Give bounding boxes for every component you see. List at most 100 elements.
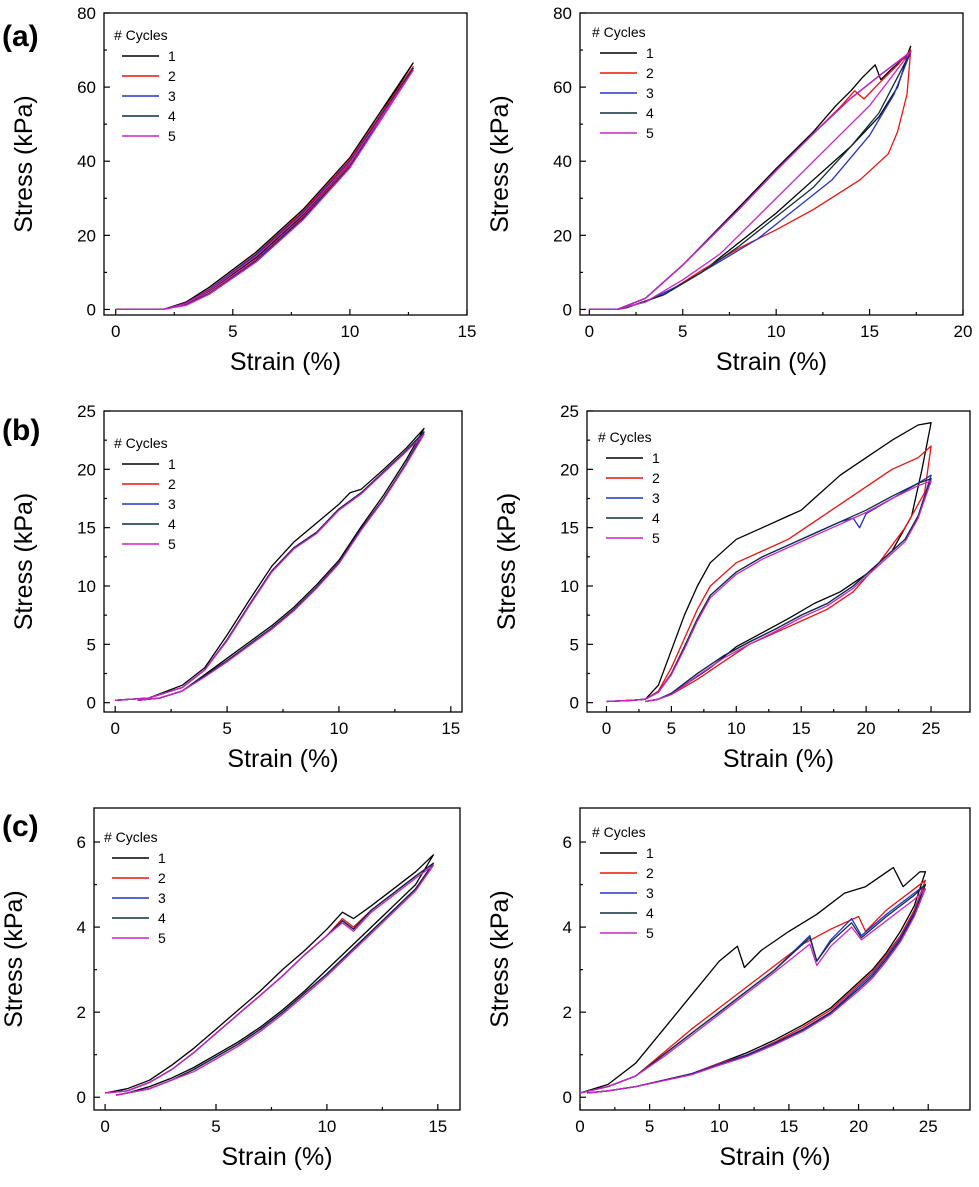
y-tick-label: 20	[560, 460, 579, 479]
y-tick-label: 6	[563, 833, 572, 852]
x-axis-label: Strain (%)	[716, 348, 827, 376]
x-tick-label: 5	[645, 1117, 654, 1136]
x-tick-label: 25	[919, 1117, 938, 1136]
x-tick-label: 20	[857, 719, 876, 738]
plot-frame	[103, 12, 468, 316]
series-line-cycle-4	[115, 67, 414, 311]
y-axis-label: Stress (kPa)	[0, 890, 28, 1028]
x-tick-label: 15	[792, 719, 811, 738]
legend-label-cycle-3: 3	[168, 496, 176, 512]
series-line-cycle-4	[115, 431, 425, 701]
y-axis-label: Stress (kPa)	[10, 95, 38, 233]
series-line-cycle-3	[115, 67, 414, 311]
legend-label-cycle-5: 5	[646, 925, 654, 941]
y-axis-label: Stress (kPa)	[486, 890, 514, 1028]
x-tick-label: 20	[849, 1117, 868, 1136]
x-tick-label: 15	[428, 1117, 447, 1136]
x-axis-label: Strain (%)	[227, 745, 338, 773]
y-tick-label: 40	[77, 152, 96, 171]
legend-label-cycle-2: 2	[646, 65, 654, 81]
plot-frame	[579, 807, 971, 1111]
y-tick-label: 20	[77, 226, 96, 245]
x-tick-label: 15	[458, 322, 477, 341]
legend-label-cycle-2: 2	[652, 470, 660, 486]
y-tick-label: 0	[563, 1088, 572, 1107]
x-tick-label: 10	[317, 1117, 336, 1136]
series-line-cycle-3	[589, 51, 912, 311]
series-line-cycle-5	[105, 864, 435, 1096]
legend-label-cycle-4: 4	[646, 105, 654, 121]
series-line-cycle-1	[104, 854, 435, 1096]
x-tick-label: 5	[667, 719, 676, 738]
series-line-cycle-5	[115, 433, 425, 701]
y-tick-label: 25	[77, 402, 96, 421]
series-line-cycle-5	[579, 888, 927, 1094]
plot-frame	[93, 807, 461, 1111]
y-tick-label: 10	[77, 577, 96, 596]
panel-label-a: (a)	[2, 20, 39, 53]
legend-title: # Cycles	[592, 24, 646, 40]
x-tick-label: 5	[222, 719, 231, 738]
legend-label-cycle-4: 4	[168, 516, 176, 532]
y-tick-label: 15	[77, 519, 96, 538]
x-axis-label: Strain (%)	[723, 745, 834, 773]
series-line-cycle-4	[606, 478, 932, 703]
x-axis-label: Strain (%)	[230, 348, 341, 376]
x-tick-label: 5	[211, 1117, 220, 1136]
legend-label-cycle-3: 3	[168, 88, 176, 104]
y-tick-label: 40	[553, 152, 572, 171]
legend-title: # Cycles	[114, 435, 168, 451]
legend-label-cycle-2: 2	[168, 68, 176, 84]
y-tick-label: 2	[77, 1003, 86, 1022]
legend-label-cycle-3: 3	[646, 885, 654, 901]
series-line-cycle-1	[589, 45, 912, 311]
y-tick-label: 5	[570, 635, 579, 654]
x-tick-label: 0	[110, 719, 119, 738]
x-tick-label: 0	[100, 1117, 109, 1136]
series-line-cycle-1	[606, 422, 932, 703]
legend-label-cycle-1: 1	[646, 845, 654, 861]
series-line-cycle-1	[579, 866, 927, 1094]
series-line-cycle-3	[115, 431, 425, 701]
panel-label-c: (c)	[2, 810, 39, 843]
series-line-cycle-2	[579, 879, 927, 1094]
series-line-cycle-5	[115, 69, 414, 311]
y-tick-label: 60	[77, 78, 96, 97]
y-tick-label: 15	[560, 519, 579, 538]
x-tick-label: 10	[727, 719, 746, 738]
y-tick-label: 20	[553, 226, 572, 245]
x-tick-label: 5	[228, 322, 237, 341]
y-axis-label: Stress (kPa)	[486, 95, 514, 233]
legend-label-cycle-4: 4	[646, 905, 654, 921]
x-tick-label: 0	[585, 322, 594, 341]
y-tick-label: 4	[77, 918, 86, 937]
x-axis-label: Strain (%)	[719, 1143, 830, 1171]
y-tick-label: 20	[77, 460, 96, 479]
series-line-cycle-5	[606, 480, 932, 703]
x-tick-label: 5	[678, 322, 687, 341]
series-line-cycle-2	[115, 431, 425, 701]
legend-label-cycle-1: 1	[158, 850, 166, 866]
y-tick-label: 0	[87, 300, 96, 319]
legend-label-cycle-4: 4	[158, 910, 166, 926]
series-line-cycle-1	[115, 427, 425, 701]
legend-label-cycle-2: 2	[646, 865, 654, 881]
legend-label-cycle-3: 3	[158, 890, 166, 906]
series-line-cycle-2	[105, 862, 435, 1096]
y-tick-label: 6	[77, 833, 86, 852]
series-line-cycle-4	[105, 862, 435, 1096]
y-tick-label: 5	[87, 635, 96, 654]
legend-label-cycle-2: 2	[158, 870, 166, 886]
legend-label-cycle-5: 5	[168, 128, 176, 144]
x-tick-label: 10	[329, 719, 348, 738]
legend-label-cycle-1: 1	[168, 48, 176, 64]
legend-label-cycle-3: 3	[646, 85, 654, 101]
series-line-cycle-3	[105, 862, 435, 1096]
y-tick-label: 0	[570, 694, 579, 713]
